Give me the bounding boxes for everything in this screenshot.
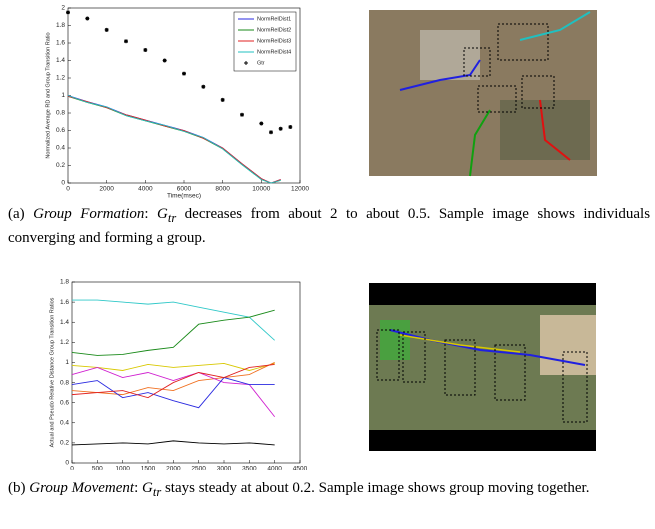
photo-aerial [369,10,597,176]
y-tick-label: 0 [65,460,69,467]
marker [221,98,225,102]
legend-label: NormRelDist4 [257,49,291,55]
y-tick-label: 1 [61,92,65,99]
marker [143,48,147,52]
x-tick-label: 2000 [99,186,114,193]
y-tick-label: 1.8 [60,279,69,286]
symbol: G [157,206,168,222]
y-tick-label: 0.8 [56,110,65,117]
x-tick-label: 3000 [217,466,232,470]
x-tick-label: 500 [92,466,103,470]
x-tick-label: 12000 [291,186,309,193]
caption-title: Group Formation [33,206,144,222]
y-axis-label: Normalized Average RD and Group Transiti… [45,32,51,158]
y-tick-label: 0.4 [60,419,69,426]
y-tick-label: 0.6 [56,127,65,134]
x-tick-label: 1000 [115,466,130,470]
x-tick-label: 4000 [138,186,153,193]
x-tick-label: 10000 [252,186,270,193]
y-tick-label: 0.8 [60,379,69,386]
caption-title: Group Movement [29,480,134,496]
marker [259,122,263,126]
caption-label: (b) [8,480,26,496]
y-axis-label: Actual and Pseudo Relative Distance Grou… [49,297,55,447]
legend-label: NormRelDist1 [257,16,291,22]
x-tick-label: 3500 [242,466,257,470]
y-tick-label: 2 [61,5,65,12]
symbol: G [142,480,153,496]
y-tick-label: 1.8 [56,22,65,29]
marker [124,39,128,43]
x-tick-label: 0 [70,466,74,470]
caption: (a) Group Formation: Gtr decreases from … [8,204,650,248]
legend-label: Gtr [257,60,265,66]
marker [201,85,205,89]
x-tick-label: 8000 [215,186,230,193]
x-tick-label: 2500 [191,466,206,470]
marker [66,10,70,14]
y-tick-label: 0.2 [56,162,65,169]
legend-label: NormRelDist2 [257,27,291,33]
y-tick-label: 1.4 [60,319,69,326]
marker [240,113,244,117]
marker [105,28,109,32]
y-tick-label: 1.4 [56,57,65,64]
marker [85,17,89,21]
y-tick-label: 1.2 [60,339,69,346]
marker [279,127,283,131]
plot-frame [72,282,300,463]
x-tick-label: 6000 [177,186,192,193]
y-tick-label: 1.2 [56,75,65,82]
caption-separator: : [134,480,138,496]
marker [288,125,292,129]
y-tick-label: 0.6 [60,399,69,406]
marker [163,59,167,63]
subscript: tr [153,485,161,499]
x-tick-label: 4500 [293,466,308,470]
page: 0 0.2 0.4 0.6 0.8 1 1.2 1.4 1.6 1.8 2 0 2000 4000 6000… [0,0,655,529]
caption-text: stays steady at about 0.2. Sample image … [165,480,590,496]
series-line [68,96,281,184]
x-tick-label: 0 [66,186,70,193]
x-axis-label: Time(msec) [167,193,201,200]
caption: (b) Group Movement: Gtr stays steady at … [8,478,650,502]
y-tick-label: 1.6 [56,40,65,47]
y-tick-label: 0.4 [56,145,65,152]
series-line [72,310,275,355]
legend-label: NormRelDist3 [257,38,291,44]
y-tick-label: 1.6 [60,299,69,306]
photo-street [369,283,596,451]
x-tick-label: 1500 [141,466,156,470]
series-line [72,441,275,445]
series-line [72,300,275,340]
caption-separator: : [144,206,148,222]
y-tick-label: 0.2 [60,440,69,447]
y-tick-label: 0 [61,180,65,187]
x-tick-label: 4000 [267,466,282,470]
caption-label: (a) [8,206,25,222]
y-tick-label: 1 [65,359,69,366]
x-tick-label: 2000 [166,466,181,470]
marker [182,72,186,76]
subscript: tr [168,211,176,225]
marker [269,130,273,134]
